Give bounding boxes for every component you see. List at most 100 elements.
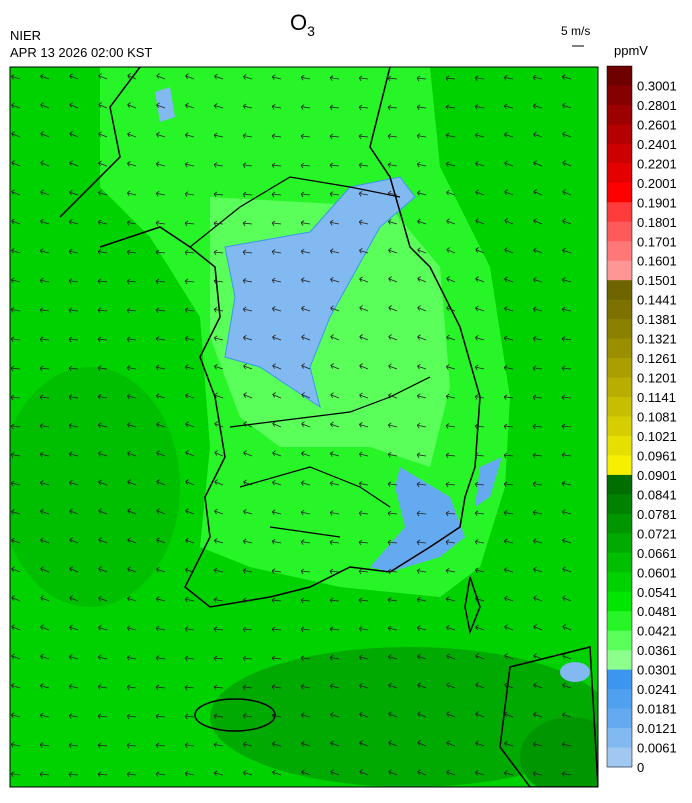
wind-arrow-head — [155, 190, 160, 194]
wind-arrow — [185, 366, 195, 370]
colorbar-label: 0.0841 — [637, 487, 677, 502]
wind-arrow-head — [504, 684, 508, 688]
wind-arrow-head — [213, 655, 218, 659]
wind-arrow — [359, 394, 369, 399]
wind-arrow-head — [358, 104, 363, 108]
colorbar-swatch — [607, 66, 632, 86]
wind-arrow-head — [446, 655, 449, 660]
wind-arrow-head — [446, 627, 449, 631]
wind-arrow-head — [388, 249, 391, 254]
wind-arrow — [388, 192, 398, 196]
wind-arrow-head — [358, 164, 362, 169]
wind-arrow-head — [387, 75, 392, 79]
wind-arrow — [533, 105, 543, 109]
wind-arrow-head — [98, 453, 101, 457]
wind-arrow — [40, 396, 50, 399]
wind-arrow-head — [504, 189, 508, 192]
wind-arrow-head — [184, 596, 189, 600]
wind-arrow-head — [532, 481, 537, 484]
wind-arrow-head — [532, 394, 537, 398]
wind-arrow — [98, 280, 108, 283]
wind-arrow-head — [11, 250, 14, 254]
wind-arrow-head — [11, 191, 15, 195]
wind-arrow-head — [301, 307, 304, 312]
wind-arrow-head — [214, 423, 218, 427]
wind-arrow-head — [445, 395, 449, 400]
wind-arrow-head — [329, 655, 334, 658]
wind-arrow-head — [214, 510, 217, 515]
wind-arrow-head — [532, 772, 536, 777]
wind-arrow-head — [69, 219, 73, 222]
wind-arrow-head — [243, 421, 247, 424]
colorbar-swatch — [607, 728, 632, 749]
wind-arrow-head — [504, 162, 507, 167]
wind-arrow-head — [387, 133, 392, 137]
wind-arrow — [69, 626, 79, 631]
wind-arrow-head — [185, 421, 189, 425]
wind-arrow-head — [329, 135, 333, 140]
wind-arrow-head — [214, 479, 218, 482]
wind-arrow-head — [98, 192, 101, 196]
wind-arrow-head — [533, 655, 537, 659]
wind-arrow-head — [329, 191, 334, 195]
wind-arrow-head — [445, 104, 450, 108]
wind-arrow — [562, 133, 572, 138]
wind-arrow-head — [503, 454, 507, 459]
wind-arrow-head — [300, 164, 304, 169]
wind-arrow-head — [155, 715, 159, 720]
wind-arrow — [504, 713, 514, 718]
wind-arrow-head — [329, 626, 334, 630]
wind-arrow — [475, 220, 485, 225]
wind-arrow — [475, 77, 485, 80]
wind-arrow-head — [98, 537, 102, 540]
wind-arrow-head — [11, 160, 15, 163]
wind-arrow-head — [503, 481, 508, 485]
wind-arrow-head — [272, 481, 275, 486]
wind-arrow-head — [416, 106, 420, 111]
wind-arrow-head — [10, 423, 15, 427]
wind-arrow — [504, 512, 514, 515]
wind-arrow-head — [475, 337, 478, 341]
wind-arrow-head — [185, 394, 188, 399]
wind-arrow-head — [272, 423, 276, 427]
wind-arrow-head — [214, 421, 218, 424]
wind-arrow — [156, 627, 166, 631]
wind-arrow-head — [503, 75, 508, 78]
wind-arrow-head — [387, 164, 391, 168]
wind-arrow-head — [39, 307, 44, 311]
wind-arrow-head — [533, 741, 537, 744]
wind-arrow — [330, 453, 340, 457]
wind-arrow-head — [243, 423, 247, 427]
wind-arrow-head — [155, 336, 160, 339]
wind-arrow — [388, 599, 398, 602]
wind-arrow — [214, 280, 224, 283]
wind-arrow-head — [416, 627, 420, 631]
wind-arrow-head — [40, 624, 44, 628]
wind-arrow-head — [271, 193, 275, 198]
wind-arrow-head — [387, 597, 392, 600]
low-ozone-area — [224, 176, 416, 409]
wind-arrow — [504, 742, 514, 747]
wind-arrow — [359, 192, 369, 196]
wind-arrow-head — [40, 162, 44, 166]
wind-arrow-head — [417, 740, 421, 743]
wind-arrow — [185, 309, 195, 312]
wind-arrow-head — [562, 597, 566, 601]
wind-arrow-head — [271, 279, 275, 284]
wind-arrow-head — [39, 771, 44, 775]
wind-arrow-head — [272, 450, 276, 454]
wind-arrow — [562, 220, 572, 225]
wind-arrow-head — [562, 714, 565, 718]
wind-arrow-head — [184, 657, 188, 662]
colorbar-swatch — [607, 416, 632, 437]
wind-arrow — [243, 510, 253, 515]
wind-arrow — [11, 714, 21, 718]
wind-arrow-head — [11, 162, 15, 166]
wind-arrow — [127, 539, 137, 544]
wind-arrow-head — [68, 250, 72, 255]
wind-arrow-head — [69, 479, 73, 483]
colorbar-label: 0.0721 — [637, 526, 677, 541]
wind-arrow-head — [358, 191, 363, 194]
wind-arrow-head — [127, 75, 131, 79]
wind-arrow-head — [127, 539, 131, 543]
